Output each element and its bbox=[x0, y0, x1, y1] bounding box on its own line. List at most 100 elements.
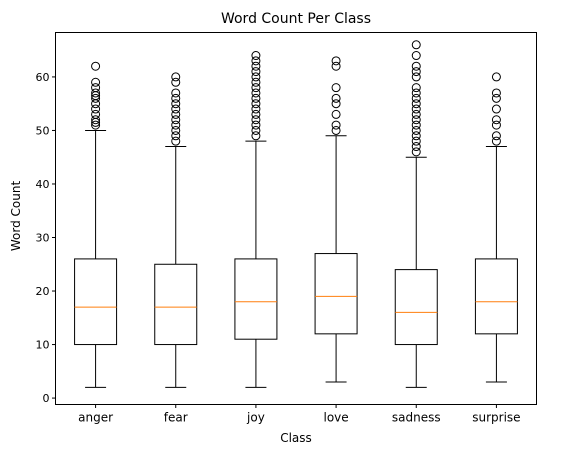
outlier-point bbox=[331, 99, 341, 109]
box-anger bbox=[74, 61, 118, 388]
outlier-point bbox=[251, 51, 261, 61]
boxes-layer bbox=[74, 40, 518, 388]
outlier-point bbox=[251, 104, 261, 114]
y-tick-label: 30 bbox=[36, 232, 50, 245]
outlier-point bbox=[251, 131, 261, 141]
outlier-point bbox=[411, 99, 421, 109]
outlier-point bbox=[171, 77, 181, 87]
outlier-point bbox=[251, 77, 261, 87]
outlier-point bbox=[411, 83, 421, 93]
x-axis-label: Class bbox=[280, 431, 312, 445]
x-tick-label: sadness bbox=[392, 411, 441, 425]
outlier-point bbox=[91, 120, 101, 130]
x-tick-label: surprise bbox=[472, 411, 520, 425]
box-iqr bbox=[74, 258, 118, 346]
outlier-point bbox=[91, 115, 101, 125]
box-fear bbox=[154, 72, 198, 388]
outlier-point bbox=[251, 56, 261, 66]
outlier-point bbox=[411, 88, 421, 98]
outlier-point bbox=[91, 88, 101, 98]
y-tick-label: 60 bbox=[36, 71, 50, 84]
y-axis-label: Word Count bbox=[9, 181, 23, 252]
outlier-point bbox=[331, 83, 341, 93]
box-iqr bbox=[234, 258, 278, 340]
outlier-point bbox=[171, 131, 181, 141]
outlier-point bbox=[91, 109, 101, 119]
outlier-point bbox=[411, 147, 421, 157]
outlier-point bbox=[251, 125, 261, 135]
outlier-point bbox=[411, 142, 421, 152]
outlier-point bbox=[251, 83, 261, 93]
outlier-point bbox=[491, 120, 501, 130]
outlier-point bbox=[331, 93, 341, 103]
outlier-point bbox=[411, 120, 421, 130]
outlier-point bbox=[171, 72, 181, 82]
x-tick-label: joy bbox=[246, 411, 265, 425]
outlier-point bbox=[411, 115, 421, 125]
outlier-point bbox=[171, 136, 181, 146]
outlier-point bbox=[331, 125, 341, 135]
outlier-point bbox=[331, 56, 341, 66]
x-tick-label: love bbox=[323, 411, 348, 425]
outlier-point bbox=[91, 77, 101, 87]
x-axis: anger fear joy love sadness surprise bbox=[78, 404, 521, 425]
outlier-point bbox=[251, 72, 261, 82]
outlier-point bbox=[331, 61, 341, 71]
outlier-point bbox=[171, 104, 181, 114]
outlier-point bbox=[411, 104, 421, 114]
outlier-point bbox=[331, 109, 341, 119]
outlier-point bbox=[251, 67, 261, 77]
y-tick-label: 20 bbox=[36, 285, 50, 298]
y-tick-label: 0 bbox=[43, 392, 50, 405]
outlier-point bbox=[91, 83, 101, 93]
outlier-point bbox=[171, 115, 181, 125]
outlier-point bbox=[91, 61, 101, 71]
box-iqr bbox=[314, 253, 358, 335]
outlier-point bbox=[171, 93, 181, 103]
box-surprise bbox=[474, 72, 518, 383]
outlier-point bbox=[491, 93, 501, 103]
outlier-point bbox=[171, 125, 181, 135]
outlier-point bbox=[411, 93, 421, 103]
outlier-point bbox=[491, 136, 501, 146]
outlier-point bbox=[411, 40, 421, 50]
outlier-point bbox=[171, 99, 181, 109]
outlier-point bbox=[411, 72, 421, 82]
outlier-point bbox=[491, 72, 501, 82]
outlier-point bbox=[411, 67, 421, 77]
outlier-point bbox=[411, 51, 421, 61]
outlier-point bbox=[491, 115, 501, 125]
outlier-point bbox=[91, 93, 101, 103]
outlier-point bbox=[251, 61, 261, 71]
box-iqr bbox=[474, 258, 518, 335]
chart-title: Word Count Per Class bbox=[221, 11, 371, 27]
outlier-point bbox=[251, 109, 261, 119]
y-tick-label: 10 bbox=[36, 339, 50, 352]
outlier-point bbox=[171, 88, 181, 98]
x-tick-label: fear bbox=[164, 411, 188, 425]
y-axis: 0 10 20 30 40 50 60 bbox=[36, 71, 56, 405]
outlier-point bbox=[171, 109, 181, 119]
outlier-point bbox=[491, 131, 501, 141]
y-tick-label: 50 bbox=[36, 124, 50, 137]
box-love bbox=[314, 56, 358, 383]
outlier-point bbox=[411, 125, 421, 135]
outlier-point bbox=[251, 88, 261, 98]
outlier-point bbox=[91, 104, 101, 114]
box-joy bbox=[234, 51, 278, 388]
outlier-point bbox=[411, 109, 421, 119]
outlier-point bbox=[171, 120, 181, 130]
outlier-point bbox=[491, 88, 501, 98]
plot-frame bbox=[55, 32, 537, 405]
box-iqr bbox=[154, 263, 198, 346]
outlier-point bbox=[251, 99, 261, 109]
x-tick-label: anger bbox=[78, 411, 113, 425]
outlier-point bbox=[411, 131, 421, 141]
outlier-point bbox=[491, 104, 501, 114]
box-iqr bbox=[394, 269, 438, 346]
outlier-point bbox=[411, 136, 421, 146]
outlier-point bbox=[411, 61, 421, 71]
box-sadness bbox=[394, 40, 438, 388]
y-tick-label: 40 bbox=[36, 178, 50, 191]
